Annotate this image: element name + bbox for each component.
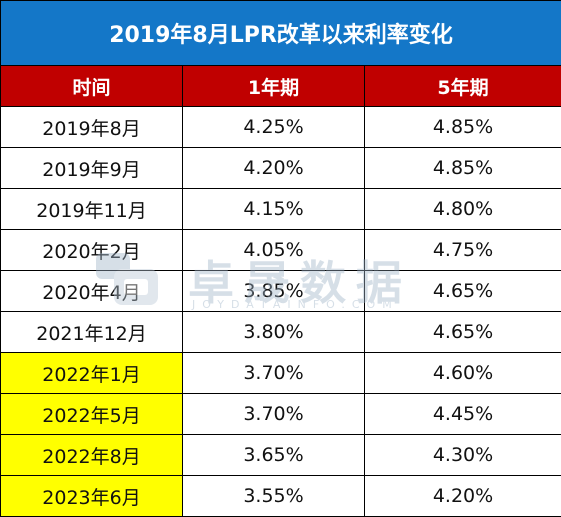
cell-date: 2019年9月 — [0, 147, 183, 189]
table-row: 2020年2月 4.05% 4.75% — [0, 229, 561, 271]
cell-date: 2023年6月 — [0, 475, 183, 517]
cell-five-year: 4.45% — [364, 393, 561, 435]
cell-five-year: 4.85% — [364, 106, 561, 148]
cell-date: 2022年1月 — [0, 352, 183, 394]
cell-one-year: 4.20% — [182, 147, 365, 189]
table-row: 2021年12月 3.80% 4.65% — [0, 311, 561, 353]
cell-date: 2019年8月 — [0, 106, 183, 148]
cell-five-year: 4.65% — [364, 270, 561, 312]
cell-one-year: 3.80% — [182, 311, 365, 353]
table-row: 2022年8月 3.65% 4.30% — [0, 434, 561, 476]
table-title: 2019年8月LPR改革以来利率变化 — [0, 0, 561, 66]
cell-date: 2020年4月 — [0, 270, 183, 312]
cell-date: 2022年5月 — [0, 393, 183, 435]
header-row: 时间 1年期 5年期 — [0, 65, 561, 107]
cell-date: 2021年12月 — [0, 311, 183, 353]
table-row: 2023年6月 3.55% 4.20% — [0, 475, 561, 517]
table-row: 2022年5月 3.70% 4.45% — [0, 393, 561, 435]
cell-five-year: 4.20% — [364, 475, 561, 517]
cell-one-year: 4.15% — [182, 188, 365, 230]
table-body: 2019年8月 4.25% 4.85% 2019年9月 4.20% 4.85% 2019年1… — [0, 106, 561, 517]
cell-one-year: 3.70% — [182, 393, 365, 435]
cell-date: 2022年8月 — [0, 434, 183, 476]
cell-one-year: 4.25% — [182, 106, 365, 148]
header-one-year: 1年期 — [182, 65, 365, 107]
cell-date: 2020年2月 — [0, 229, 183, 271]
table-row: 2019年9月 4.20% 4.85% — [0, 147, 561, 189]
header-date: 时间 — [0, 65, 183, 107]
table-row: 2019年11月 4.15% 4.80% — [0, 188, 561, 230]
cell-five-year: 4.65% — [364, 311, 561, 353]
cell-five-year: 4.85% — [364, 147, 561, 189]
table-row: 2019年8月 4.25% 4.85% — [0, 106, 561, 148]
cell-one-year: 3.70% — [182, 352, 365, 394]
cell-date: 2019年11月 — [0, 188, 183, 230]
cell-five-year: 4.80% — [364, 188, 561, 230]
cell-five-year: 4.75% — [364, 229, 561, 271]
cell-one-year: 4.05% — [182, 229, 365, 271]
table-row: 2020年4月 3.85% 4.65% — [0, 270, 561, 312]
header-five-year: 5年期 — [364, 65, 561, 107]
title-row: 2019年8月LPR改革以来利率变化 — [0, 0, 561, 66]
cell-five-year: 4.60% — [364, 352, 561, 394]
cell-one-year: 3.65% — [182, 434, 365, 476]
cell-one-year: 3.55% — [182, 475, 365, 517]
cell-one-year: 3.85% — [182, 270, 365, 312]
table-row: 2022年1月 3.70% 4.60% — [0, 352, 561, 394]
cell-five-year: 4.30% — [364, 434, 561, 476]
